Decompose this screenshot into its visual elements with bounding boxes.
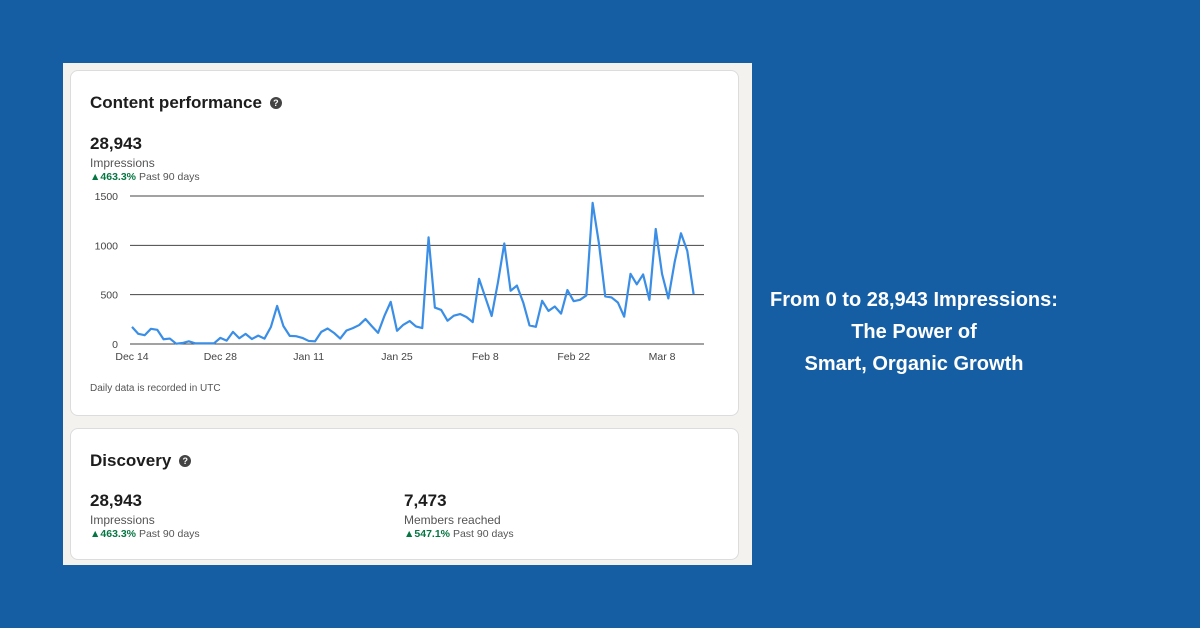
question-circle-icon[interactable]: ? (269, 97, 282, 109)
headline-line-2: The Power of (851, 321, 977, 343)
change-percent: 463.3% (100, 171, 137, 183)
period-label: Past 90 days (138, 171, 200, 183)
question-circle-icon[interactable]: ? (179, 455, 192, 467)
discovery-card: Discovery ? 28,943 Impressions ▲463.3% P… (70, 428, 739, 560)
impressions-label: Impressions (90, 513, 155, 527)
members-reached-metric: 7,473 Members reached ▲547.1% Past 90 da… (404, 491, 514, 540)
impressions-change: ▲463.3% Past 90 days (90, 528, 200, 540)
x-tick-label: Feb 8 (472, 351, 499, 363)
up-arrow-icon: ▲ (90, 171, 101, 183)
x-tick-label: Jan 11 (293, 351, 324, 363)
content-performance-card: Content performance ? 28,943 Impressions… (70, 70, 739, 416)
y-tick-label: 1000 (95, 240, 119, 252)
change-percent: 463.3% (100, 528, 137, 540)
x-tick-label: Feb 22 (557, 351, 590, 363)
impressions-value: 28,943 (90, 491, 142, 510)
y-tick-label: 1500 (95, 191, 119, 203)
impressions-change: ▲463.3% Past 90 days (90, 171, 200, 183)
y-tick-label: 500 (100, 290, 118, 302)
x-tick-label: Dec 14 (115, 351, 148, 363)
x-tick-label: Jan 25 (381, 351, 413, 363)
headline: From 0 to 28,943 Impressions: The Power … (752, 284, 1076, 380)
discovery-title: Discovery ? (90, 451, 192, 471)
y-tick-label: 0 (112, 339, 118, 351)
utc-note: Daily data is recorded in UTC (90, 383, 221, 394)
impressions-label: Impressions (90, 156, 155, 170)
members-change: ▲547.1% Past 90 days (404, 528, 514, 540)
period-label: Past 90 days (452, 528, 514, 540)
x-tick-label: Mar 8 (649, 351, 676, 363)
headline-line-3: Smart, Organic Growth (804, 353, 1024, 375)
card-title: Discovery (90, 451, 172, 470)
content-performance-title: Content performance ? (90, 93, 282, 113)
impressions-metric: 28,943 Impressions ▲463.3% Past 90 days (90, 134, 200, 183)
x-tick-label: Dec 28 (204, 351, 237, 363)
change-percent: 547.1% (414, 528, 451, 540)
headline-line-1: From 0 to 28,943 Impressions: (770, 289, 1058, 311)
impressions-line-chart: 0 500 1000 1500 Dec 14 Dec 28 Jan 11 Jan 25 Feb … (95, 191, 704, 363)
up-arrow-icon: ▲ (404, 528, 415, 540)
members-label: Members reached (404, 513, 501, 527)
impressions-series-line (131, 201, 695, 345)
up-arrow-icon: ▲ (90, 528, 101, 540)
card-title: Content performance (90, 93, 262, 112)
analytics-panel: Content performance ? 28,943 Impressions… (63, 63, 752, 565)
members-value: 7,473 (404, 491, 447, 510)
discovery-impressions-metric: 28,943 Impressions ▲463.3% Past 90 days (90, 491, 200, 540)
impressions-value: 28,943 (90, 134, 142, 153)
period-label: Past 90 days (138, 528, 200, 540)
